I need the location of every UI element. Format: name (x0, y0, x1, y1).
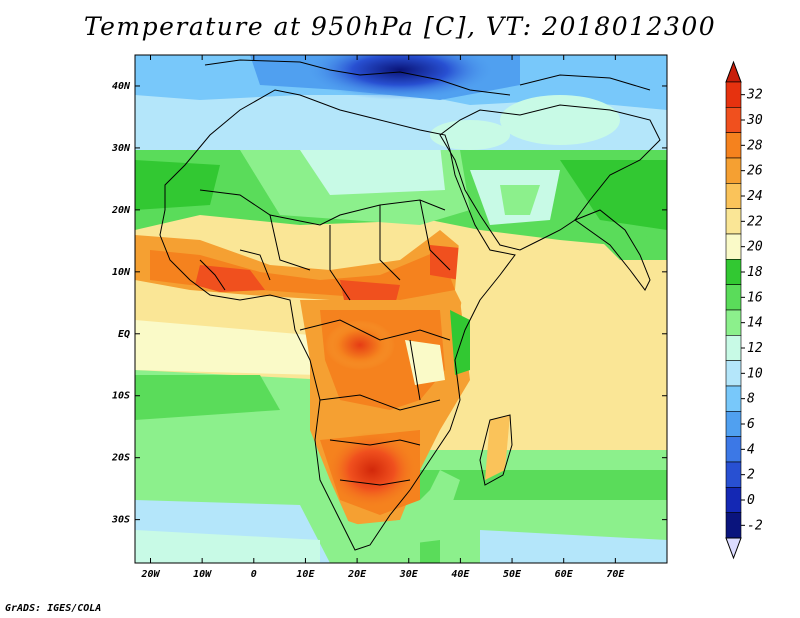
colorbar-label: 14 (747, 316, 763, 331)
lon-tick-label: 70E (606, 569, 625, 580)
colorbar-label: -2 (747, 518, 763, 533)
colorbar-segment (725, 436, 742, 463)
colorbar-segment (725, 411, 742, 437)
colorbar-label: 2 (747, 468, 755, 483)
colorbar-segment (725, 385, 742, 412)
colorbar-label: 32 (746, 88, 763, 103)
colorbar-label: 18 (747, 265, 763, 280)
temperature-field (135, 55, 667, 563)
lat-tick-label: 20S (111, 453, 130, 464)
colorbar-segment (725, 512, 742, 539)
lat-tick-label: 10N (112, 267, 131, 278)
colorbar-label: 30 (746, 113, 763, 128)
lon-tick-label: 10W (193, 569, 212, 580)
lon-tick-label: 30E (399, 569, 419, 580)
coastlines (159, 59, 661, 551)
lat-tick-label: 10S (112, 391, 130, 402)
colorbar-segment (725, 208, 742, 235)
map-frame (134, 54, 668, 564)
colorbar-label: 20 (747, 240, 763, 255)
lon-tick-label: 20E (347, 569, 367, 580)
axis-labels: 20W 10W 0 10E 20E 30E 40E 50E 60E 70E 40N 30N 20N 10N… (111, 81, 625, 580)
grads-credit: GrADS: IGES/COLA (5, 603, 102, 614)
lon-tick-label: 40E (451, 569, 470, 580)
colorbar-label: 28 (747, 138, 763, 153)
lon-tick-label: 20W (140, 569, 160, 580)
lon-tick-label: 60E (555, 569, 574, 580)
colorbar-segment (725, 309, 742, 336)
colorbar-label: 0 (747, 493, 755, 508)
colorbar-segment (725, 81, 742, 108)
colorbar-segment (725, 461, 742, 488)
colorbar-bottom-arrow (725, 537, 742, 560)
axis-ticks (135, 55, 667, 563)
colorbar-label: 22 (747, 214, 763, 229)
lat-tick-label: 30N (111, 143, 131, 154)
lon-tick-label: 0 (251, 569, 257, 580)
colorbar-segment (725, 107, 742, 133)
colorbar-segment (725, 335, 742, 361)
colorbar-label: 8 (747, 392, 755, 407)
colorbar-segment (725, 360, 742, 387)
colorbar-segment (725, 183, 742, 209)
colorbar-segment (725, 284, 742, 311)
colorbar-label: 6 (747, 417, 755, 432)
lat-tick-label: EQ (118, 329, 130, 340)
colorbar-top-arrow (725, 60, 742, 83)
lon-tick-label: 50E (503, 569, 522, 580)
colorbar-segment (725, 233, 742, 260)
colorbar-segment (725, 487, 742, 513)
colorbar-segment (725, 132, 742, 159)
lat-tick-label: 20N (111, 205, 131, 216)
colorbar-segment (725, 259, 742, 285)
chart-title: Temperature at 950hPa [C], VT: 201801230… (83, 12, 717, 41)
lat-tick-label: 30S (111, 515, 130, 526)
colorbar-segment (725, 157, 742, 184)
colorbar-label: 10 (747, 366, 763, 381)
colorbar-label: 24 (747, 189, 763, 204)
colorbar-label: 4 (747, 442, 755, 457)
colorbar-label: 12 (747, 341, 763, 356)
colorbar-label: 26 (747, 164, 763, 179)
colorbar-label: 16 (747, 290, 763, 305)
lat-tick-label: 40N (112, 81, 131, 92)
lon-tick-label: 10E (296, 569, 315, 580)
